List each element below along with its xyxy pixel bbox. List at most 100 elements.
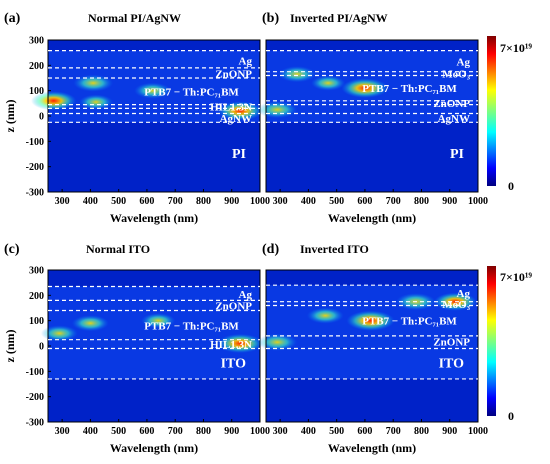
active-region [48, 286, 260, 379]
field-hotspot [31, 91, 77, 111]
layer-label: HIL1.3N [210, 339, 252, 351]
x-tick-label: 1000 [468, 196, 488, 207]
layer-label: ZnONP [433, 98, 470, 110]
x-tick-label: 800 [196, 196, 211, 207]
x-tick-label: 500 [111, 196, 126, 207]
colorbar-bottom-max: 7×10¹⁹ [500, 270, 532, 284]
plot-frame [265, 269, 479, 423]
x-tick-label: 900 [442, 426, 457, 437]
field-hotspot [72, 315, 109, 332]
y-tick-label: -300 [26, 188, 44, 199]
x-tick-label: 700 [386, 426, 401, 437]
y-tick-label: 300 [29, 266, 44, 277]
layer-label: HIL1.3N [210, 101, 252, 113]
panel-letter: (b) [262, 11, 279, 26]
panel-letter: (c) [4, 242, 20, 257]
panel-title: Normal ITO [86, 242, 150, 256]
x-tick-label: 800 [414, 196, 429, 207]
field-hotspot [257, 101, 298, 119]
layer-label: Ag [239, 55, 253, 67]
panel-title: Normal PI/AgNW [88, 11, 181, 25]
layer-label: MoO₃ [442, 68, 470, 80]
x-axis-label: Wavelength (nm) [328, 441, 416, 455]
x-tick-label: 700 [168, 426, 183, 437]
layer-label: MoO₃ [442, 299, 470, 311]
y-tick-label: 100 [29, 86, 44, 97]
x-tick-label: 500 [329, 196, 344, 207]
x-tick-label: 1000 [468, 426, 488, 437]
y-axis-label: z (nm) [3, 330, 17, 363]
layer-label: ITO [221, 357, 247, 372]
layer-label: PTB7 − Th:PC₇₁BM [362, 316, 457, 328]
x-tick-label: 500 [111, 426, 126, 437]
field-hotspot [134, 82, 171, 99]
layer-label: AgNW [438, 113, 470, 125]
y-tick-label: 0 [39, 342, 44, 353]
panel-title: Inverted ITO [300, 242, 369, 256]
x-tick-label: 1000 [250, 196, 270, 207]
field-hotspot [73, 74, 114, 92]
x-tick-label: 300 [273, 196, 288, 207]
y-tick-label: -300 [26, 418, 44, 429]
colorbar-bottom [487, 266, 496, 416]
x-tick-label: 700 [168, 196, 183, 207]
field-hotspot [341, 78, 389, 98]
layer-label: Ag [239, 289, 253, 301]
x-tick-label: 300 [55, 426, 70, 437]
colorbar-top-min: 0 [508, 179, 514, 193]
plot-frame [265, 39, 479, 193]
y-tick-label: -100 [26, 137, 44, 148]
colorbar-bottom-min: 0 [508, 409, 514, 423]
layer-label: PI [450, 147, 464, 162]
x-tick-label: 600 [139, 426, 154, 437]
y-tick-label: -200 [26, 162, 44, 173]
y-axis-label: z (nm) [3, 100, 17, 133]
y-tick-label: -100 [26, 367, 44, 378]
field-hotspot [141, 313, 176, 329]
panel-letter: (a) [4, 11, 21, 26]
panel-letter: (d) [262, 242, 279, 257]
panel-title: Inverted PI/AgNW [290, 11, 388, 25]
y-tick-label: 200 [29, 291, 44, 302]
x-tick-label: 300 [273, 426, 288, 437]
x-tick-label: 600 [139, 196, 154, 207]
field-hotspot [306, 307, 344, 324]
layer-label: PTB7 − Th:PC₇₁BM [144, 86, 239, 98]
x-tick-label: 900 [224, 426, 239, 437]
y-tick-label: 0 [39, 112, 44, 123]
field-hotspot [278, 66, 316, 83]
field-hotspot [79, 94, 114, 110]
x-tick-label: 500 [329, 426, 344, 437]
colorbar-top-max: 7×10¹⁹ [500, 41, 532, 55]
x-tick-label: 1000 [250, 426, 270, 437]
layer-label: ZnONP [215, 68, 252, 80]
layer-label: PI [232, 147, 246, 162]
x-axis-label: Wavelength (nm) [328, 211, 416, 225]
field-hotspot [217, 101, 263, 121]
layer-label: PTB7 − Th:PC₇₁BM [144, 321, 239, 333]
y-tick-label: 100 [29, 316, 44, 327]
colorbars: 7×10¹⁹ 0 7×10¹⁹ 0 [487, 36, 532, 423]
x-axis-label: Wavelength (nm) [110, 211, 198, 225]
x-tick-label: 300 [55, 196, 70, 207]
layer-label: PTB7 − Th:PC₇₁BM [362, 83, 457, 95]
x-tick-label: 700 [386, 196, 401, 207]
x-tick-label: 900 [224, 196, 239, 207]
y-tick-label: 300 [29, 36, 44, 47]
x-tick-label: 400 [301, 196, 316, 207]
y-tick-label: -200 [26, 392, 44, 403]
x-tick-label: 600 [357, 426, 372, 437]
layer-label: Ag [457, 288, 471, 300]
y-tick-label: 200 [29, 61, 44, 72]
layer-label: AgNW [220, 113, 252, 125]
field-hotspot [311, 75, 346, 91]
colorbar-top [487, 36, 496, 186]
field-hotspot [257, 333, 298, 351]
field-hotspot [40, 325, 78, 342]
x-tick-label: 800 [414, 426, 429, 437]
x-tick-label: 400 [83, 196, 98, 207]
layer-label: ZnONP [215, 300, 252, 312]
